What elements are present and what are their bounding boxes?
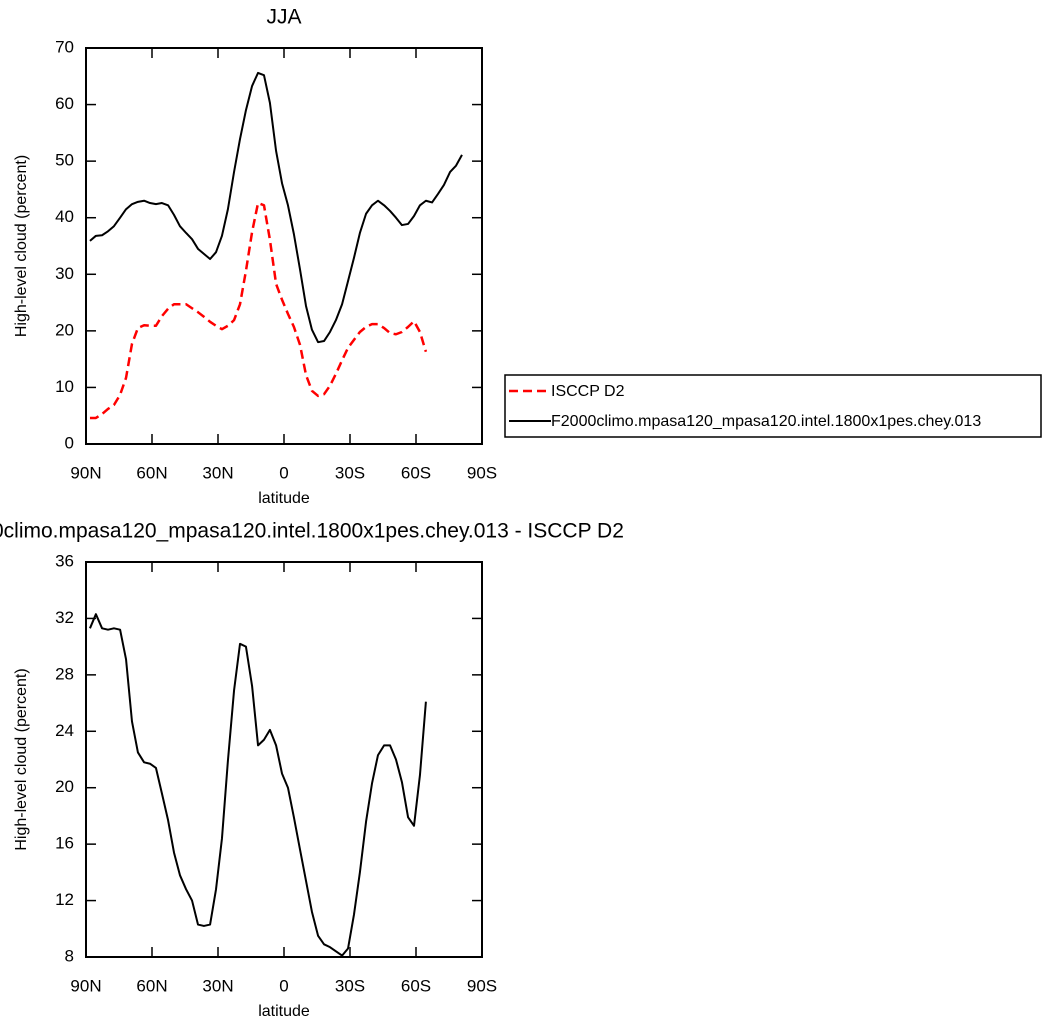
y-tick-label: 10 [55, 377, 74, 396]
y-tick-label: 16 [55, 834, 74, 853]
x-tick-label: 30N [202, 463, 233, 482]
y-axis-label: High-level cloud (percent) [13, 155, 30, 337]
y-tick-label: 20 [55, 777, 74, 796]
series-line [89, 201, 428, 420]
legend-label: F2000climo.mpasa120_mpasa120.intel.1800x… [551, 413, 981, 430]
series-line [89, 71, 463, 344]
x-tick-label: 60S [401, 463, 431, 482]
y-tick-label: 50 [55, 151, 74, 170]
y-tick-label: 60 [55, 94, 74, 113]
x-tick-label: 60N [136, 463, 167, 482]
x-tick-label: 0 [279, 463, 288, 482]
y-tick-label: 30 [55, 264, 74, 283]
chart-title: F2000climo.mpasa120_mpasa120.intel.1800x… [0, 520, 624, 543]
x-tick-label: 30S [335, 463, 365, 482]
x-tick-label: 0 [279, 976, 288, 995]
legend-box [504, 374, 1042, 438]
x-tick-label: 30S [335, 976, 365, 995]
y-tick-label: 36 [55, 551, 74, 570]
y-tick-label: 24 [55, 721, 74, 740]
y-tick-label: 28 [55, 664, 74, 683]
x-tick-label: 60N [136, 976, 167, 995]
x-tick-label: 90N [70, 463, 101, 482]
y-tick-label: 8 [65, 946, 74, 965]
y-tick-label: 32 [55, 608, 74, 627]
y-tick-label: 70 [55, 37, 74, 56]
y-tick-label: 20 [55, 320, 74, 339]
x-tick-label: 30N [202, 976, 233, 995]
plot-frame [85, 47, 483, 445]
x-tick-label: 90S [467, 976, 497, 995]
x-tick-label: 60S [401, 976, 431, 995]
y-tick-label: 12 [55, 890, 74, 909]
x-axis-label: latitude [258, 490, 310, 507]
y-axis-label: High-level cloud (percent) [13, 668, 30, 850]
series-line [89, 613, 427, 957]
x-tick-label: 90S [467, 463, 497, 482]
x-tick-label: 90N [70, 976, 101, 995]
x-axis-label: latitude [258, 1003, 310, 1020]
legend-label: ISCCP D2 [551, 383, 625, 400]
plot-frame [85, 561, 483, 958]
y-tick-label: 40 [55, 207, 74, 226]
y-tick-label: 0 [65, 433, 74, 452]
chart-title: JJA [266, 6, 301, 29]
